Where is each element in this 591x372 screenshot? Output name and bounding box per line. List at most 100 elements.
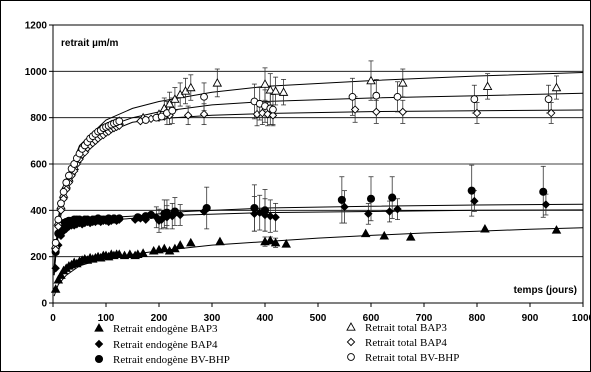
- x-tick-label: 0: [50, 313, 56, 324]
- data-point: Retrait endogène BV-BHP: 290, 410: [202, 203, 211, 213]
- y-tick-label: 0: [41, 299, 47, 310]
- x-tick-label: 300: [204, 313, 221, 324]
- x-tick-label: 100: [98, 313, 115, 324]
- data-point: Retrait endogène BAP4: 635, 395: [385, 207, 394, 216]
- x-tick-label: 200: [151, 313, 168, 324]
- data-point: Retrait total BAP4: 10, 330: [54, 222, 63, 231]
- data-point: Retrait total BAP4: 405, 815: [263, 109, 272, 119]
- data-point: Retrait total BV-BHP: 935, 880: [544, 95, 553, 103]
- y-axis-label: retrait µm/m: [61, 38, 119, 49]
- data-point: Retrait endogène BAP4: 930, 425: [541, 200, 551, 209]
- x-tick-label: 700: [416, 313, 433, 324]
- x-tick-label: 500: [310, 313, 327, 324]
- data-point: Retrait endogène BAP4: 410, 375: [266, 211, 275, 221]
- legend-marker: [346, 337, 356, 347]
- error-bar-layer: [153, 60, 559, 248]
- data-point: Retrait total BAP3: 400, 945: [260, 79, 270, 88]
- data-point: Retrait endogène BV-BHP: 10, 300: [54, 229, 63, 238]
- x-tick-label: 800: [469, 313, 486, 324]
- legend-marker: [94, 323, 104, 332]
- data-point: Retrait total BAP3: 660, 950: [398, 77, 408, 87]
- legend-entry: Retrait total BAP3: [365, 322, 447, 334]
- data-point: Retrait total BAP3: 820, 935: [482, 81, 493, 91]
- data-point: Retrait total BV-BHP: 20, 480: [59, 187, 68, 196]
- y-tick-label: 1000: [25, 67, 48, 78]
- data-point: Retrait endogène BV-BHP: 925, 480: [539, 187, 548, 196]
- data-point: Retrait endogène BAP4: 595, 385: [364, 209, 373, 219]
- data-point: Retrait endogène BAP3: 260, 260: [186, 237, 196, 247]
- data-point: Retrait total BAP4: 395, 820: [258, 108, 267, 118]
- legend-marker: [347, 353, 355, 361]
- data-point: Retrait endogène BAP3: 5, 60: [50, 284, 61, 293]
- data-point: Retrait total BAP4: 15, 400: [56, 206, 66, 215]
- data-point: Retrait endogène BV-BHP: 545, 445: [337, 195, 346, 204]
- data-point: Retrait endogène BV-BHP: 400, 400: [260, 206, 270, 215]
- data-point: Retrait total BV-BHP: 225, 830: [168, 106, 177, 115]
- data-point: Retrait endogène BV-BHP: 380, 410: [250, 203, 259, 213]
- data-point: Retrait total BAP4: 415, 810: [268, 111, 278, 120]
- data-point: Retrait total BV-BHP: 15, 430: [57, 199, 65, 208]
- data-point: Retrait total BV-BHP: 565, 890: [348, 92, 357, 101]
- data-point: Retrait total BAP3: 420, 915: [270, 86, 281, 95]
- legend-marker: [346, 322, 356, 331]
- legend-entry: Retrait endogène BV-BHP: [113, 354, 230, 366]
- legend-entry: Retrait endogène BAP3: [113, 323, 218, 335]
- data-point: Retrait endogène BAP3: 625, 290: [379, 230, 390, 240]
- data-point: Retrait endogène BAP3: 410, 270: [265, 235, 276, 245]
- data-point: Retrait total BV-BHP: 415, 835: [269, 105, 277, 114]
- data-point: Retrait endogène BV-BHP: 230, 395: [170, 207, 179, 216]
- data-point: Retrait total BV-BHP: 650, 890: [393, 92, 402, 101]
- x-axis-label: temps (jours): [514, 285, 577, 296]
- fitted-curve: [53, 92, 584, 273]
- data-point: Retrait total BV-BHP: 25, 520: [62, 178, 71, 187]
- legend: Retrait endogène BAP3 Retrait endogène BA…: [94, 322, 459, 366]
- legend-marker: [94, 354, 104, 364]
- data-point: Retrait total BAP4: 570, 835: [350, 105, 360, 114]
- data-point: Retrait endogène BAP3: 125, 210: [114, 249, 125, 258]
- data-point: Retrait total BAP3: 310, 950: [212, 77, 223, 87]
- data-point: Retrait endogène BAP4: 420, 370: [271, 213, 280, 222]
- axis-layer: 0 200 400 600 800 1000 1200 0 100 200 300 400 500 600…: [25, 21, 590, 325]
- fitted-curve: [53, 72, 584, 271]
- data-point: Retrait endogène BAP3: 420, 260: [270, 237, 281, 247]
- y-tick-label: 200: [30, 252, 47, 263]
- y-tick-label: 600: [30, 160, 47, 171]
- data-point: Retrait total BV-BHP: 285, 890: [200, 92, 208, 101]
- data-point: Retrait endogène BAP3: 815, 320: [480, 223, 490, 233]
- data-point: Retrait endogène BV-BHP: 640, 455: [388, 193, 397, 202]
- data-point: Retrait endogène BAP3: 675, 285: [405, 232, 416, 241]
- data-point: Retrait total BAP3: 600, 960: [366, 75, 376, 85]
- data-point: Retrait endogène BAP3: 590, 300: [360, 228, 371, 238]
- data-point: Retrait total BV-BHP: 205, 805: [157, 112, 166, 121]
- data-point: Retrait endogène BAP3: 145, 210: [125, 249, 135, 258]
- data-point: Retrait total BAP3: 230, 880: [170, 94, 180, 103]
- x-tick-label: 400: [257, 313, 274, 324]
- y-tick-label: 400: [30, 206, 47, 217]
- data-point: Retrait total BAP3: 260, 930: [186, 82, 196, 92]
- legend-entry: Retrait total BV-BHP: [365, 352, 459, 364]
- data-point: Retrait total BAP4: 5, 230: [51, 245, 60, 254]
- data-point: Retrait endogène BAP3: 315, 265: [215, 236, 225, 246]
- data-point: Retrait total BAP4: 800, 820: [472, 108, 482, 118]
- data-point: Retrait total BV-BHP: 610, 895: [372, 91, 381, 100]
- data-point: Retrait endogène BAP3: 170, 215: [138, 248, 148, 257]
- x-tick-label: 600: [363, 313, 380, 324]
- data-point: Retrait total BV-BHP: 125, 785: [115, 117, 124, 125]
- data-point: Retrait endogène BV-BHP: 600, 450: [366, 194, 376, 203]
- data-point: Retrait total BAP4: 940, 820: [546, 108, 556, 118]
- data-point: Retrait endogène BAP4: 795, 440: [470, 196, 479, 206]
- data-point: Retrait total BAP3: 435, 910: [278, 87, 289, 96]
- data-point: Retrait endogène BAP3: 210, 235: [159, 243, 170, 253]
- data-point: Retrait total BAP4: 285, 815: [199, 109, 209, 119]
- data-point: Retrait total BV-BHP: 10, 360: [54, 215, 63, 224]
- data-point: Retrait endogène BV-BHP: 215, 390: [162, 208, 171, 217]
- x-tick-label: 1000: [572, 313, 590, 324]
- data-point: Retrait total BV-BHP: 175, 790: [141, 116, 150, 124]
- data-point: Retrait endogène BAP3: 440, 255: [281, 238, 291, 248]
- legend-marker: [94, 339, 104, 349]
- data-point: Retrait endogène BAP4: 650, 405: [393, 204, 402, 214]
- data-point: Retrait endogène BAP3: 240, 250: [175, 240, 185, 249]
- fitted-curve: [53, 227, 584, 297]
- grid-layer: [52, 24, 584, 304]
